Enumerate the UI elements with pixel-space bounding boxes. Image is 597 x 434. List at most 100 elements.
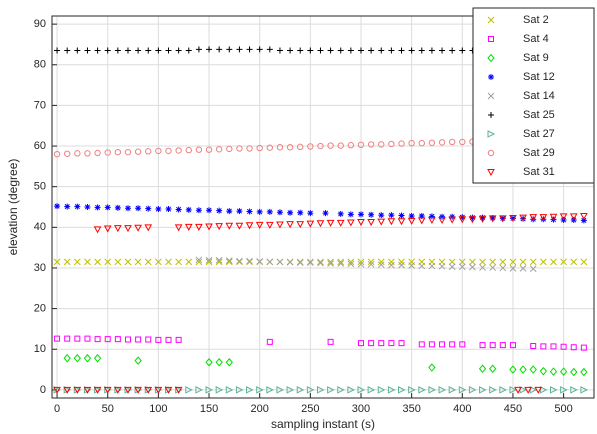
data-point [570,367,578,377]
data-point [266,386,274,394]
data-point [580,217,587,224]
data-point [458,258,466,266]
data-point [539,214,548,222]
data-point [550,343,557,350]
data-point [205,256,213,264]
x-tick-label: 50 [102,403,114,415]
data-point [407,217,416,225]
data-point [134,386,142,394]
data-point [559,213,568,221]
data-point [185,206,192,213]
data-point [155,47,162,54]
data-point [336,219,345,227]
data-point [114,204,121,211]
data-point [459,341,466,348]
data-point [155,258,162,266]
data-point [205,258,213,266]
data-point [174,386,183,394]
data-point [236,46,243,53]
data-point [74,150,81,157]
data-point [357,386,366,394]
data-point [520,215,527,222]
data-point [489,214,496,221]
data-point [266,46,273,53]
data-point [124,336,131,343]
data-point [175,147,182,154]
data-point [368,340,375,347]
data-point [216,46,223,53]
data-point [195,207,202,214]
y-tick-label: 40 [34,221,46,233]
data-point [216,207,223,214]
data-point [398,258,405,266]
data-point [337,210,344,217]
data-point [93,226,102,234]
y-tick-label: 70 [34,99,46,111]
data-point [306,258,314,266]
data-point [266,258,274,266]
data-point [306,259,314,267]
data-point [64,47,71,54]
data-point [347,386,355,394]
data-point [347,260,355,268]
data-point [83,386,92,394]
data-point [469,214,476,221]
data-point [327,386,335,394]
data-point [297,143,304,151]
data-point [509,265,517,272]
legend-label: Sat 31 [523,166,555,178]
data-point [519,365,527,374]
data-point [439,47,446,54]
data-point [155,147,162,155]
legend-label: Sat 29 [523,147,555,159]
data-point [550,258,557,266]
data-point [378,212,385,219]
data-point [246,208,253,215]
y-tick-label: 0 [40,384,46,396]
data-point [135,336,142,343]
data-point [448,263,456,271]
x-axis-label: sampling instant (s) [271,417,375,431]
x-tick-label: 300 [352,403,370,415]
data-point [225,386,234,394]
data-point [398,140,405,147]
data-point [539,258,547,266]
data-point [255,221,264,229]
data-point [418,386,426,394]
y-tick-label: 30 [34,262,46,274]
data-point [417,217,426,225]
data-point [469,258,476,266]
data-point [114,225,122,233]
data-point [367,141,375,148]
data-point [276,258,284,266]
data-point [236,258,243,266]
data-point [246,258,253,266]
data-point [175,336,182,343]
data-point [276,221,284,229]
data-point [276,386,285,394]
legend-label: Sat 2 [523,14,549,26]
data-point [468,386,477,394]
data-point [549,213,558,221]
data-point [387,386,396,394]
data-point [499,215,506,222]
x-tick-label: 350 [402,403,420,415]
data-point [124,47,131,54]
data-point [378,141,385,148]
data-point [174,224,183,232]
data-point [114,336,121,343]
data-point [418,47,425,54]
data-point [569,213,578,221]
data-point [195,146,203,153]
data-point [448,258,456,266]
data-point [134,386,143,394]
data-point [317,142,324,150]
data-point [388,140,395,148]
x-tick-label: 150 [200,403,218,415]
data-point [104,336,111,343]
data-point [327,338,334,345]
data-point [539,366,548,376]
data-point [367,260,375,268]
x-tick-label: 500 [554,403,572,415]
data-point [296,221,305,229]
